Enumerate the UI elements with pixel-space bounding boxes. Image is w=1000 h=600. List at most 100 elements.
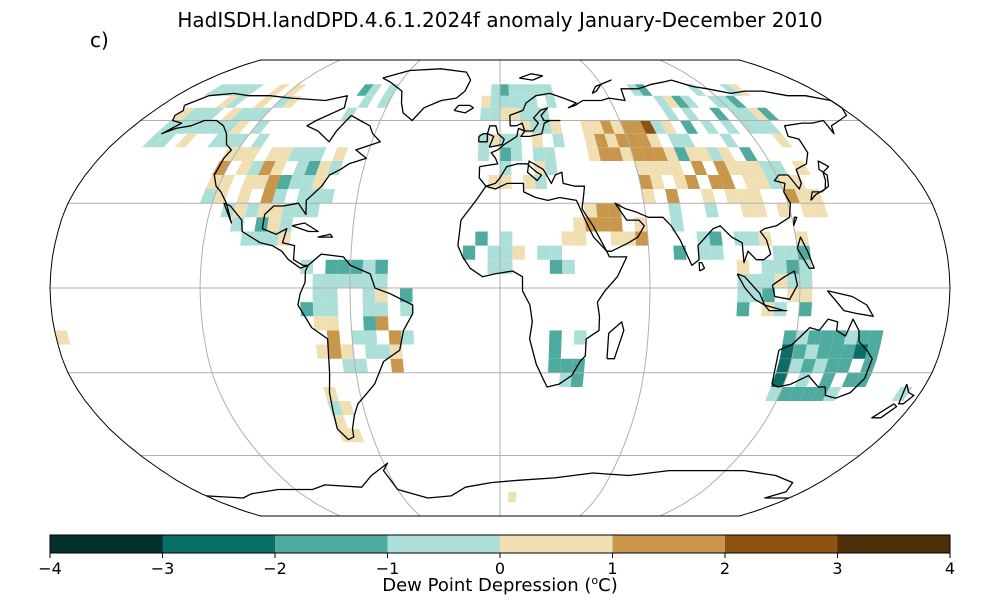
anomaly-cell (649, 175, 665, 189)
colorbar (49, 534, 951, 558)
coastline (478, 79, 848, 267)
anomaly-cell (375, 273, 388, 288)
coastlines (161, 68, 915, 499)
anomaly-cell (735, 189, 752, 204)
anomaly-cell (840, 344, 856, 359)
anomaly-cell (634, 84, 653, 96)
anomaly-cell (500, 147, 512, 161)
anomaly-cell (757, 161, 777, 175)
anomaly-cell (679, 120, 699, 134)
anomaly-cell (776, 175, 795, 189)
anomaly-cell (771, 133, 793, 148)
anomaly-cell (633, 217, 648, 232)
anomaly-cell (337, 273, 351, 288)
anomaly-cell (365, 84, 383, 96)
anomaly-cell (800, 203, 817, 218)
anomaly-cell (798, 259, 813, 274)
anomaly-cell (244, 203, 260, 218)
anomaly-cell (749, 120, 772, 134)
colorbar-label: Dew Point Depression (oC) (382, 574, 618, 596)
anomaly-cell (217, 133, 240, 148)
anomaly-cell (533, 84, 545, 96)
anomaly-cell (542, 84, 554, 96)
anomaly-cell (362, 302, 376, 317)
anomaly-cell (376, 95, 393, 108)
colorbar-segment (275, 535, 388, 553)
anomaly-cell (269, 161, 288, 175)
anomaly-cell (787, 273, 800, 288)
anomaly-cell (629, 120, 647, 134)
anomaly-cell (797, 245, 812, 260)
anomaly-cell (548, 358, 561, 373)
anomaly-cell (341, 358, 356, 373)
anomaly-cell (309, 147, 327, 161)
anomaly-cell (761, 259, 775, 274)
colorbar-segment (162, 535, 276, 553)
anomaly-cell (512, 245, 525, 260)
anomaly-cell (579, 120, 594, 134)
anomaly-cell (698, 245, 712, 260)
anomaly-cell (635, 133, 652, 148)
colorbar-segment (837, 535, 951, 553)
anomaly-cell (500, 95, 510, 108)
anomaly-cell (218, 120, 241, 134)
anomaly-cell (203, 84, 231, 96)
anomaly-cell (284, 84, 307, 96)
anomaly-cell (500, 175, 512, 189)
anomaly-cell (583, 133, 598, 148)
anomaly-cell (704, 203, 719, 218)
colorbar-tick-label: 4 (944, 559, 956, 578)
coastline (206, 462, 794, 499)
anomaly-cell (685, 84, 707, 96)
anomaly-cell (507, 491, 517, 503)
anomaly-cell (258, 161, 276, 175)
anomaly-cell (320, 189, 335, 204)
anomaly-cell (252, 175, 270, 189)
anomaly-cell (739, 120, 761, 134)
anomaly-cell (662, 147, 680, 161)
anomaly-cell (715, 95, 738, 108)
colorbar-tick-label: −3 (150, 559, 175, 578)
colorbar-segment (612, 535, 726, 553)
anomaly-cell (665, 189, 680, 204)
anomaly-cell (762, 288, 775, 303)
anomaly-cell (818, 372, 836, 387)
anomaly-cell (626, 84, 644, 96)
anomaly-cell (264, 175, 282, 189)
anomaly-cell (794, 330, 810, 345)
panel-label: c) (90, 28, 109, 52)
anomaly-cell (293, 203, 308, 218)
anomaly-cell (250, 107, 273, 121)
anomaly-cell (327, 161, 344, 175)
anomaly-cell (597, 217, 611, 232)
anomaly-cell (747, 189, 764, 204)
anomaly-cell (207, 120, 231, 134)
anomaly-cell (708, 107, 730, 121)
anomaly-cell (799, 273, 813, 288)
anomaly-cell (228, 120, 251, 134)
anomaly-cell (791, 161, 811, 175)
map-title: HadISDH.landDPD.4.6.1.2024f anomaly Janu… (177, 8, 823, 32)
anomaly-cell (596, 203, 610, 218)
anomaly-cell (608, 147, 624, 161)
anomaly-cell (548, 344, 562, 359)
anomaly-cell (599, 120, 615, 134)
anomaly-cell (656, 161, 673, 175)
anomaly-cell (741, 175, 760, 189)
anomaly-cell (843, 330, 859, 345)
anomaly-cell (652, 95, 671, 108)
anomaly-cell (804, 344, 820, 359)
anomaly-cell (326, 330, 341, 345)
anomaly-cell (340, 344, 355, 359)
anomaly-cell (230, 107, 254, 121)
anomaly-cell (480, 107, 491, 121)
anomaly-cell (784, 245, 799, 260)
anomaly-cell (313, 316, 327, 331)
anomaly-cell (649, 120, 667, 134)
anomaly-cell (724, 161, 742, 175)
anomaly-cell (249, 120, 271, 134)
anomaly-cell (229, 217, 245, 232)
anomaly-cell (207, 133, 229, 148)
anomaly-cell (667, 133, 685, 148)
colorbar-segment (387, 535, 501, 553)
